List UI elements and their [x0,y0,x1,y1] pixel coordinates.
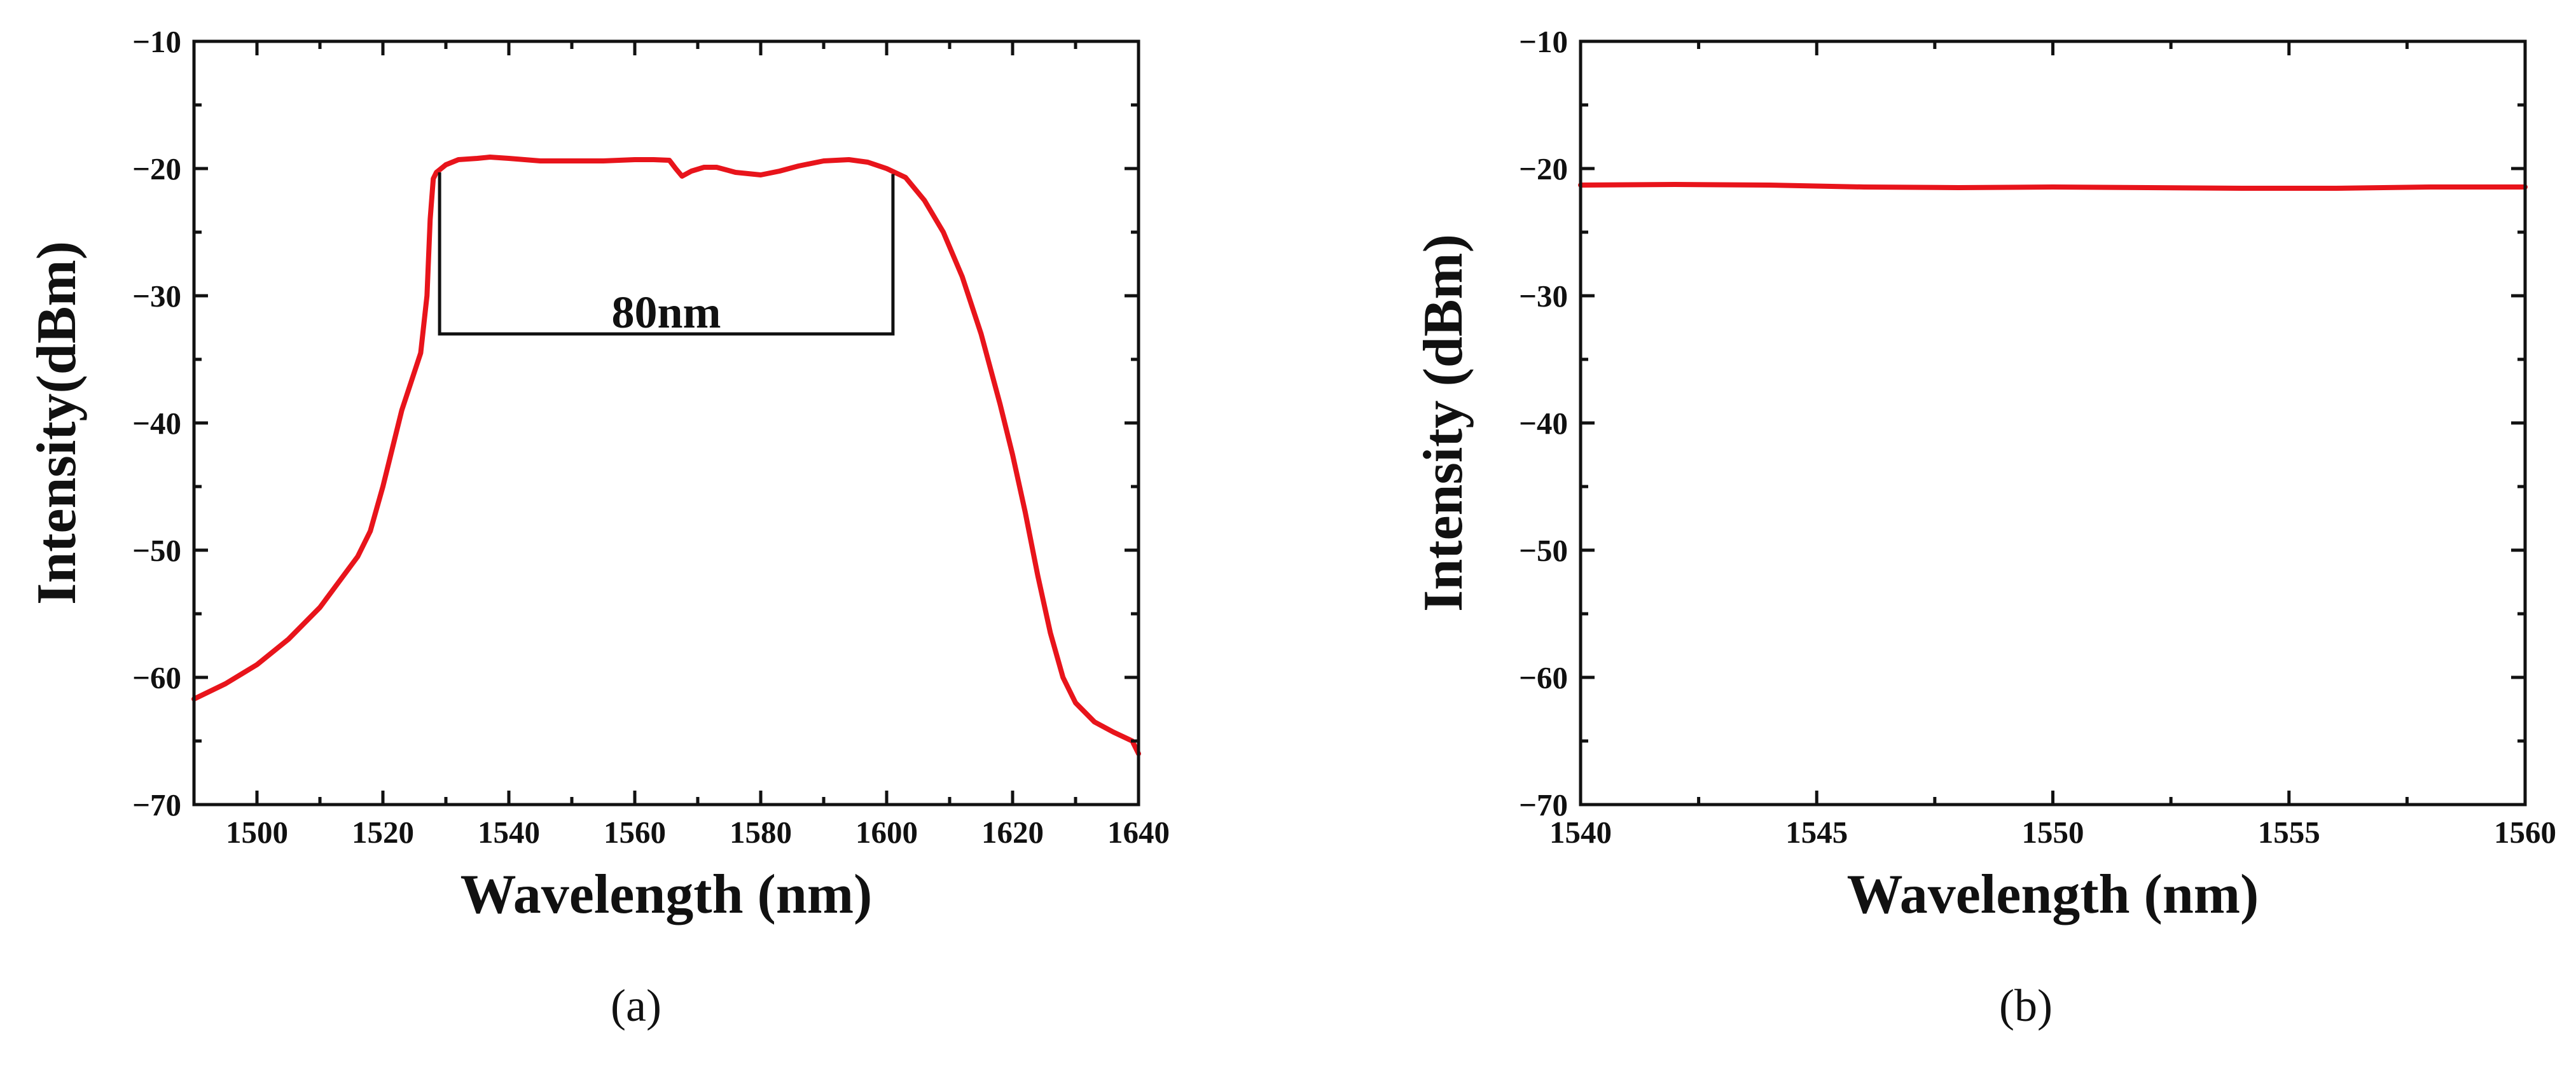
chart-a-xtick-label: 1580 [730,815,792,850]
chart-a-xtick-label: 1520 [352,815,414,850]
chart-b-xtick-label: 1555 [2258,815,2320,850]
chart-b-xtick-label: 1540 [1549,815,1612,850]
chart-b-ytick-label: −70 [1519,787,1568,822]
chart-a-xtick-label: 1620 [981,815,1044,850]
chart-b-xtick-label: 1550 [2022,815,2084,850]
chart-a-xtick-label: 1540 [478,815,540,850]
chart-b-ytick-label: −60 [1519,660,1568,695]
chart-b-ytick-label: −40 [1519,406,1568,441]
chart-b-xtick-label: 1560 [2494,815,2556,850]
chart-a-x-axis-title: Wavelength (nm) [460,864,873,925]
chart-a-xtick-label: 1560 [604,815,666,850]
chart-a-plot-frame [192,39,1140,806]
chart-a-ytick-label: −50 [132,533,181,568]
chart-b-ytick-label: −20 [1519,151,1568,186]
chart-a-ytick-label: −10 [132,24,181,59]
chart-b-series-line [1578,182,2528,191]
chart-b-y-axis-title: Intensity (dBm) [1413,234,1474,612]
chart-a-panel-label: (a) [611,980,661,1031]
chart-a-xtick-label: 1640 [1107,815,1170,850]
chart-a: −10 −20 −30 −40 −50 −60 −70 1500 1520 1540 1560 158… [26,24,1170,1031]
chart-b-ytick-label: −10 [1519,24,1568,59]
chart-a-y-axis-title: Intensity(dBm) [26,241,88,605]
chart-a-ytick-label: −70 [132,787,181,822]
chart-a-bandwidth-label: 80nm [611,287,721,338]
chart-a-series-line [191,155,1141,756]
chart-a-bandwidth-bracket [438,172,895,336]
chart-b-panel-label: (b) [1999,980,2053,1031]
chart-a-ytick-label: −40 [132,406,181,441]
chart-b-xtick-label: 1545 [1785,815,1848,850]
chart-b-plot-frame [1579,39,2527,806]
chart-a-ytick-label: −20 [132,151,181,186]
chart-b-ytick-label: −30 [1519,279,1568,314]
chart-a-ytick-label: −60 [132,660,181,695]
chart-b-x-axis-title: Wavelength (nm) [1847,864,2259,925]
chart-a-xtick-label: 1600 [855,815,918,850]
chart-a-ytick-label: −30 [132,279,181,314]
chart-a-xtick-label: 1500 [226,815,288,850]
chart-b-ytick-label: −50 [1519,533,1568,568]
